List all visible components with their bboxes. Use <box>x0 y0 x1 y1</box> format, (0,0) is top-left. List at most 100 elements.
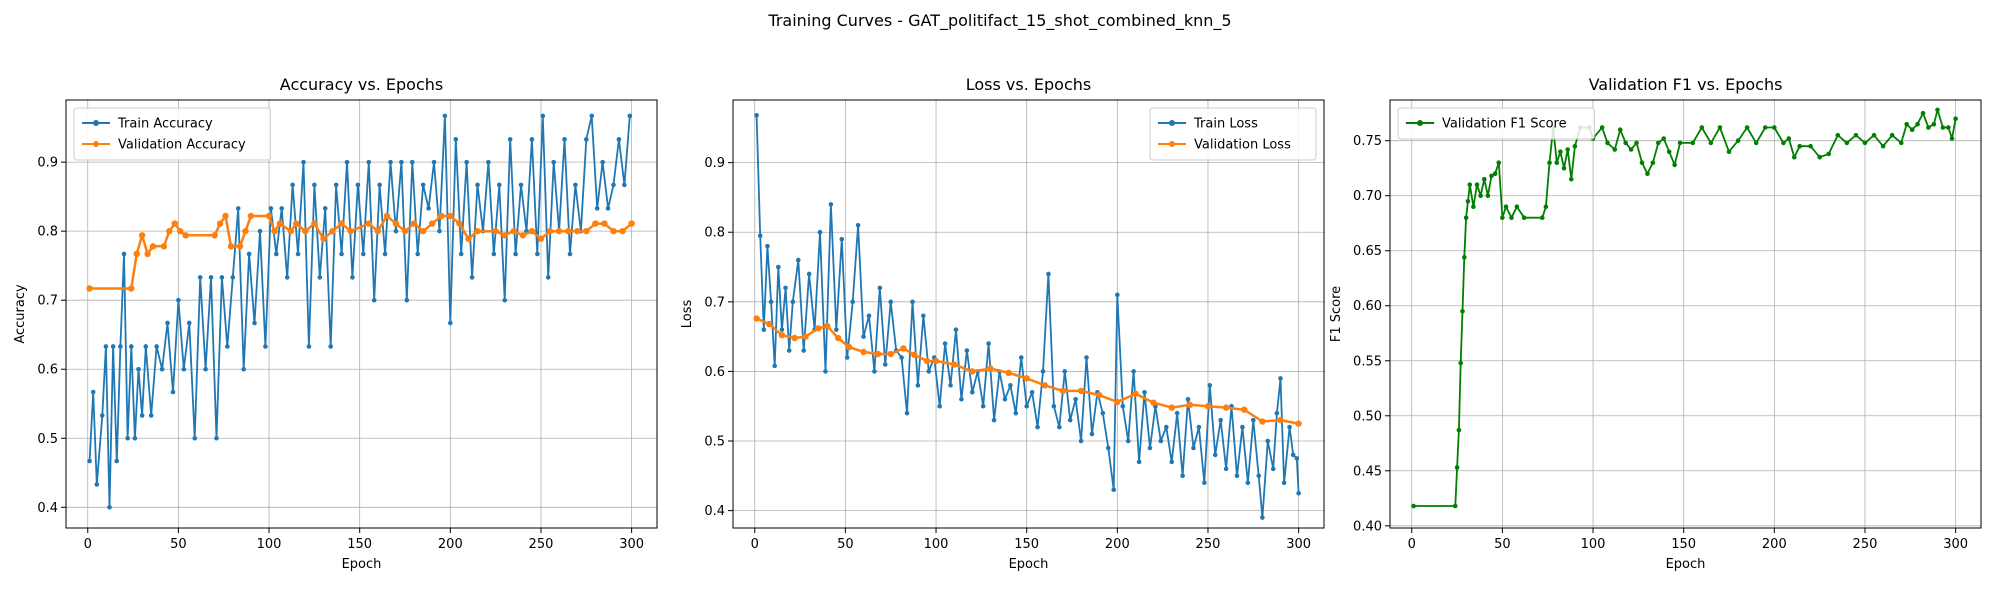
data-point <box>399 159 404 165</box>
data-point <box>192 435 198 441</box>
data-point <box>1241 406 1248 413</box>
data-point <box>872 369 877 374</box>
data-point <box>874 350 882 358</box>
data-point <box>1931 121 1937 127</box>
data-point <box>1572 143 1578 149</box>
y-tick-label: 0.70 <box>1353 189 1382 204</box>
data-point <box>317 275 323 280</box>
data-point <box>170 389 176 395</box>
data-point <box>1634 140 1639 146</box>
data-point <box>203 366 208 372</box>
data-point <box>513 251 518 257</box>
data-point <box>1013 410 1019 416</box>
data-point <box>1204 403 1212 410</box>
data-point <box>817 229 823 235</box>
data-point <box>546 227 554 235</box>
data-point <box>1114 398 1121 406</box>
data-point <box>1008 383 1013 388</box>
data-point <box>1234 473 1240 479</box>
data-point <box>1057 424 1062 430</box>
y-tick-label: 0.6 <box>37 363 58 378</box>
data-point <box>181 366 187 372</box>
x-tick-label: 150 <box>347 537 372 552</box>
x-axis-label: Epoch <box>342 557 382 572</box>
data-point <box>429 220 436 227</box>
data-point <box>980 403 986 409</box>
data-point <box>765 243 770 249</box>
data-point <box>601 220 608 227</box>
data-point <box>1096 391 1103 399</box>
data-point <box>404 297 410 303</box>
data-point <box>1797 143 1803 149</box>
data-point <box>1287 424 1292 430</box>
data-point <box>132 435 138 441</box>
data-point <box>374 227 382 235</box>
data-point <box>1605 140 1610 146</box>
data-point <box>1726 149 1732 155</box>
data-point <box>860 348 867 356</box>
data-point <box>1808 143 1813 149</box>
data-point <box>776 264 781 270</box>
data-point <box>942 341 948 346</box>
data-point <box>1547 160 1552 166</box>
data-point <box>1612 147 1618 152</box>
data-point <box>1100 410 1106 416</box>
data-point <box>339 251 344 257</box>
data-point <box>510 227 517 235</box>
data-point <box>1035 424 1040 430</box>
data-point <box>350 275 355 280</box>
data-point <box>1174 410 1180 416</box>
data-point <box>442 113 448 119</box>
y-axis-label: Loss <box>680 300 695 329</box>
data-point <box>1024 403 1029 409</box>
data-point <box>328 344 333 349</box>
data-point <box>1735 138 1741 144</box>
data-point <box>1565 147 1570 152</box>
data-point <box>1717 125 1723 130</box>
data-point <box>1005 369 1012 377</box>
data-point <box>619 227 626 235</box>
data-point <box>888 299 894 305</box>
data-point <box>329 227 336 235</box>
data-point <box>1568 176 1574 182</box>
data-point <box>1290 452 1296 458</box>
data-point <box>628 220 635 227</box>
data-point <box>1460 308 1465 314</box>
data-point <box>911 351 918 358</box>
data-point <box>301 159 306 165</box>
data-point <box>1835 132 1841 138</box>
data-point <box>138 232 146 239</box>
data-point <box>562 137 567 142</box>
data-point <box>154 344 159 349</box>
data-point <box>306 344 312 349</box>
data-point <box>766 320 773 328</box>
data-point <box>171 220 178 227</box>
data-point <box>970 389 975 395</box>
data-point <box>923 357 931 365</box>
data-point <box>535 251 540 257</box>
x-tick-label: 300 <box>1943 537 1968 552</box>
data-point <box>1645 171 1650 177</box>
data-point <box>136 366 141 372</box>
data-point <box>1617 127 1623 133</box>
subplot-title: Loss vs. Epochs <box>966 75 1091 94</box>
subplot-title: Accuracy vs. Epochs <box>280 75 443 94</box>
data-point <box>592 220 599 227</box>
data-point <box>1666 149 1672 155</box>
y-tick-label: 0.65 <box>1353 244 1382 259</box>
data-point <box>219 275 225 280</box>
data-point <box>1105 445 1111 451</box>
x-tick-label: 0 <box>751 537 759 552</box>
data-point <box>622 182 627 188</box>
data-point <box>177 227 184 235</box>
data-point <box>616 137 622 142</box>
data-point <box>475 182 480 188</box>
y-tick-label: 0.5 <box>37 432 58 447</box>
data-point <box>969 368 976 375</box>
y-tick-label: 0.6 <box>704 365 725 380</box>
data-point <box>431 159 437 165</box>
data-point <box>589 113 595 119</box>
data-point <box>302 227 309 235</box>
legend: Validation F1 Score <box>1397 107 1595 140</box>
data-point <box>458 251 464 257</box>
